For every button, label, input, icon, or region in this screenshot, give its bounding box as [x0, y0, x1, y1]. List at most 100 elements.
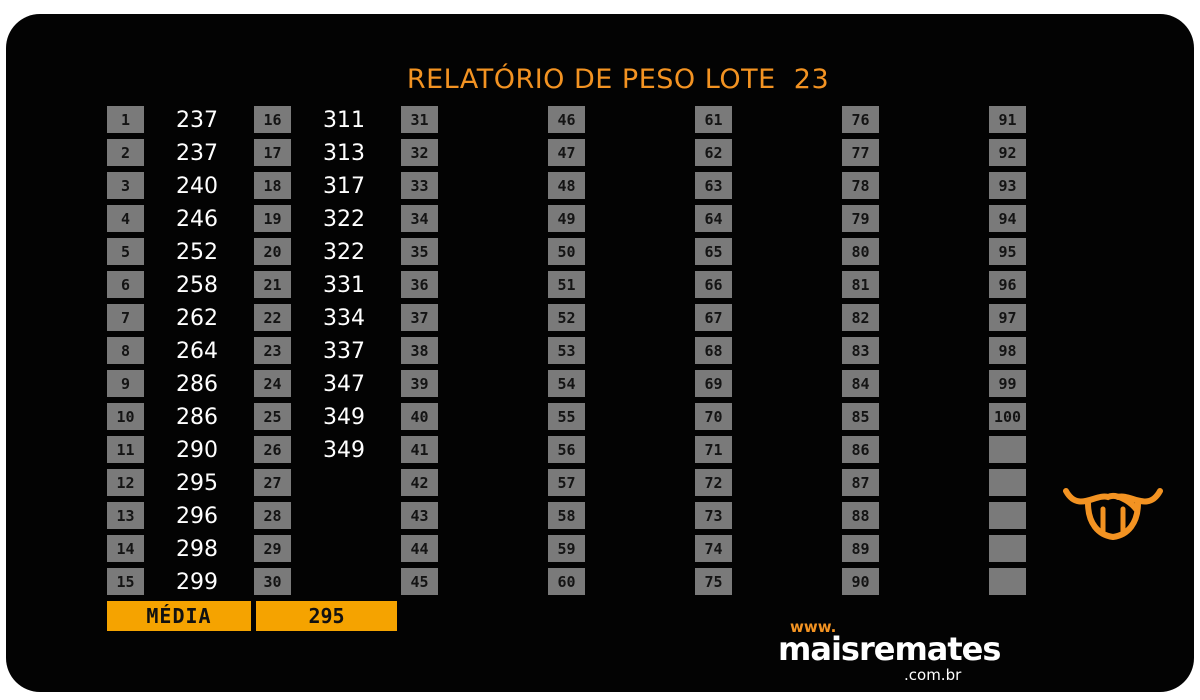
animal-weight: [740, 335, 830, 368]
animal-weight: [299, 566, 389, 599]
weight-row: [989, 533, 1136, 566]
animal-number: 12: [107, 469, 144, 496]
weight-row: 8 264: [107, 335, 254, 368]
animal-weight: [740, 170, 830, 203]
animal-number: 97: [989, 304, 1026, 331]
animal-number: 52: [548, 304, 585, 331]
animal-weight: [446, 203, 536, 236]
weight-row: 80: [842, 236, 989, 269]
weight-row: 19 322: [254, 203, 401, 236]
animal-number: 69: [695, 370, 732, 397]
animal-number: 36: [401, 271, 438, 298]
animal-number: 11: [107, 436, 144, 463]
animal-weight: 334: [323, 306, 365, 331]
animal-weight: [740, 104, 830, 137]
animal-number: 96: [989, 271, 1026, 298]
animal-weight: [299, 467, 389, 500]
animal-number: 53: [548, 337, 585, 364]
animal-number: 68: [695, 337, 732, 364]
weight-row: 45: [401, 566, 548, 599]
weight-row: 38: [401, 335, 548, 368]
animal-weight: [887, 500, 977, 533]
weight-row: 87: [842, 467, 989, 500]
animal-weight: [593, 368, 683, 401]
animal-number: 9: [107, 370, 144, 397]
animal-number: 62: [695, 139, 732, 166]
animal-number: 28: [254, 502, 291, 529]
animal-weight: 258: [176, 273, 218, 298]
weight-row: 61: [695, 104, 842, 137]
weight-row: 20 322: [254, 236, 401, 269]
animal-weight: [1034, 434, 1124, 467]
animal-number: [989, 568, 1026, 595]
animal-number: 51: [548, 271, 585, 298]
animal-weight: 246: [176, 207, 218, 232]
animal-number: 81: [842, 271, 879, 298]
weight-row: 88: [842, 500, 989, 533]
weight-row: 22 334: [254, 302, 401, 335]
animal-number: 13: [107, 502, 144, 529]
animal-number: 49: [548, 205, 585, 232]
animal-weight: [887, 269, 977, 302]
weight-row: 48: [548, 170, 695, 203]
animal-number: 4: [107, 205, 144, 232]
animal-weight: [593, 269, 683, 302]
animal-weight: [1034, 137, 1124, 170]
weight-row: 24 347: [254, 368, 401, 401]
animal-number: 66: [695, 271, 732, 298]
animal-number: 19: [254, 205, 291, 232]
weight-row: 21 331: [254, 269, 401, 302]
animal-weight: 264: [176, 339, 218, 364]
animal-weight: [446, 401, 536, 434]
animal-weight: [446, 302, 536, 335]
animal-weight: [887, 203, 977, 236]
weight-row: [989, 434, 1136, 467]
animal-number: 54: [548, 370, 585, 397]
weight-row: 12 295: [107, 467, 254, 500]
animal-number: 27: [254, 469, 291, 496]
average-value: 295: [256, 601, 397, 631]
animal-weight: [887, 236, 977, 269]
weight-row: 2 237: [107, 137, 254, 170]
average-label: MÉDIA: [107, 601, 251, 631]
animal-weight: [887, 170, 977, 203]
animal-weight: [446, 434, 536, 467]
animal-number: 31: [401, 106, 438, 133]
weight-row: 70: [695, 401, 842, 434]
weight-row: 63: [695, 170, 842, 203]
animal-number: 6: [107, 271, 144, 298]
animal-weight: [593, 170, 683, 203]
animal-weight: 240: [176, 174, 218, 199]
weight-row: 52: [548, 302, 695, 335]
animal-weight: [1034, 401, 1124, 434]
animal-number: 55: [548, 403, 585, 430]
weight-row: 100: [989, 401, 1136, 434]
animal-weight: 295: [176, 471, 218, 496]
weight-row: 51: [548, 269, 695, 302]
animal-number: 65: [695, 238, 732, 265]
weight-row: 55: [548, 401, 695, 434]
weight-row: 60: [548, 566, 695, 599]
brand-www: www.: [790, 618, 837, 636]
animal-number: 88: [842, 502, 879, 529]
weight-row: 31: [401, 104, 548, 137]
animal-number: 24: [254, 370, 291, 397]
animal-weight: [740, 467, 830, 500]
animal-number: 30: [254, 568, 291, 595]
animal-weight: [887, 434, 977, 467]
animal-number: 37: [401, 304, 438, 331]
weight-row: 6 258: [107, 269, 254, 302]
animal-weight: [446, 104, 536, 137]
animal-weight: [446, 566, 536, 599]
animal-weight: 331: [323, 273, 365, 298]
animal-number: 25: [254, 403, 291, 430]
animal-weight: [887, 104, 977, 137]
animal-weight: [593, 467, 683, 500]
brand-tld: .com.br: [904, 666, 962, 684]
weight-row: 59: [548, 533, 695, 566]
animal-number: 80: [842, 238, 879, 265]
animal-weight: [1034, 269, 1124, 302]
animal-weight: [740, 203, 830, 236]
animal-weight: [740, 137, 830, 170]
weight-row: 11 290: [107, 434, 254, 467]
